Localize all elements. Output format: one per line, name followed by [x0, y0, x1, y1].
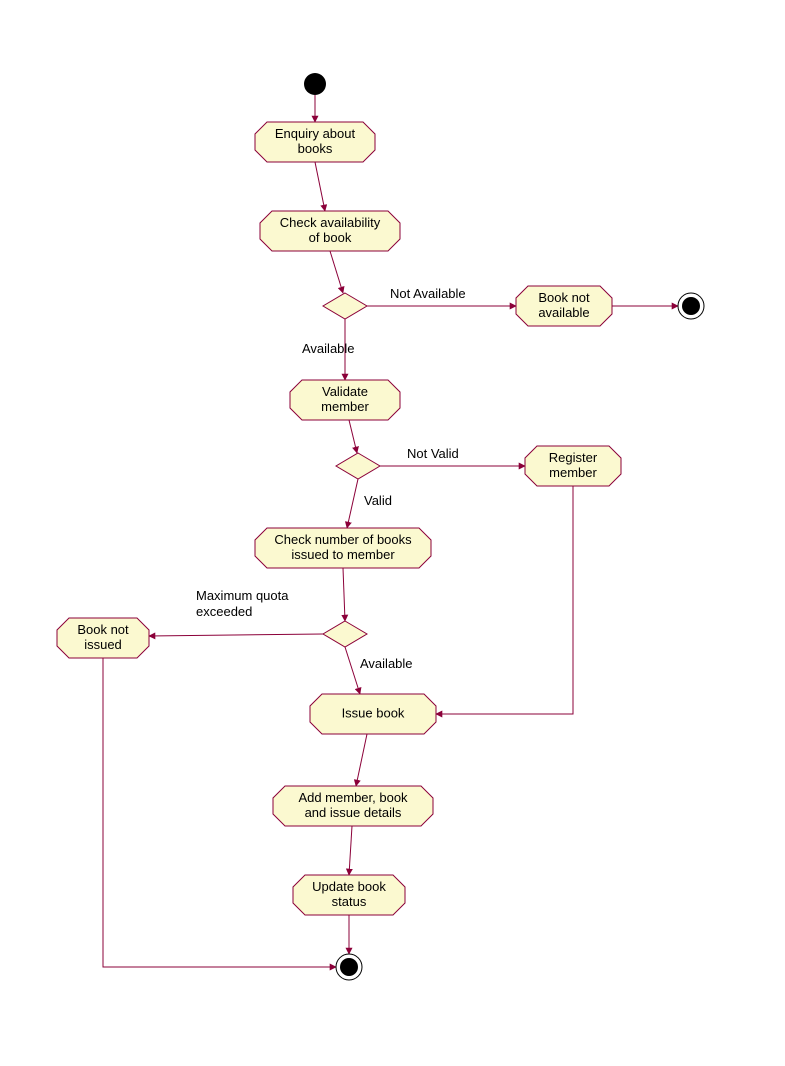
- decision-node: [336, 453, 380, 479]
- activity-label: issued to member: [291, 547, 395, 562]
- edge: [345, 647, 360, 694]
- edge: [436, 486, 573, 714]
- activity-label: and issue details: [305, 805, 402, 820]
- activity-label: Enquiry about: [275, 126, 356, 141]
- activity-label: Book not: [77, 622, 129, 637]
- activity-label: Issue book: [342, 705, 405, 720]
- edge-label: Available: [302, 341, 355, 356]
- edge-label: Valid: [364, 493, 392, 508]
- edge-label: exceeded: [196, 604, 252, 619]
- edge: [349, 826, 352, 875]
- activity-label: of book: [309, 230, 352, 245]
- edge-label: Maximum quota: [196, 588, 289, 603]
- edge: [330, 251, 343, 293]
- decision-node: [323, 621, 367, 647]
- activity-label: Book not: [538, 290, 590, 305]
- edge: [349, 420, 357, 453]
- final-node-inner: [340, 958, 358, 976]
- activity-label: status: [332, 894, 367, 909]
- edge-label: Not Available: [390, 286, 466, 301]
- initial-node: [304, 73, 326, 95]
- activity-label: Validate: [322, 384, 368, 399]
- activity-label: Update book: [312, 879, 386, 894]
- activity-label: available: [538, 305, 589, 320]
- decision-node: [323, 293, 367, 319]
- activity-label: Register: [549, 450, 598, 465]
- edge: [356, 734, 367, 786]
- edge: [343, 568, 345, 621]
- edge-label: Available: [360, 656, 413, 671]
- activity-label: Check number of books: [274, 532, 412, 547]
- edge: [315, 162, 325, 211]
- activity-label: issued: [84, 637, 122, 652]
- activity-label: Check availability: [280, 215, 381, 230]
- activity-label: member: [321, 399, 369, 414]
- edge: [149, 634, 323, 636]
- edge-label: Not Valid: [407, 446, 459, 461]
- activity-label: member: [549, 465, 597, 480]
- activity-diagram: Not Available Available Not Valid Valid Maxi…: [0, 0, 785, 1066]
- activity-label: books: [298, 141, 333, 156]
- edge: [347, 479, 358, 528]
- activity-label: Add member, book: [298, 790, 408, 805]
- final-node-inner: [682, 297, 700, 315]
